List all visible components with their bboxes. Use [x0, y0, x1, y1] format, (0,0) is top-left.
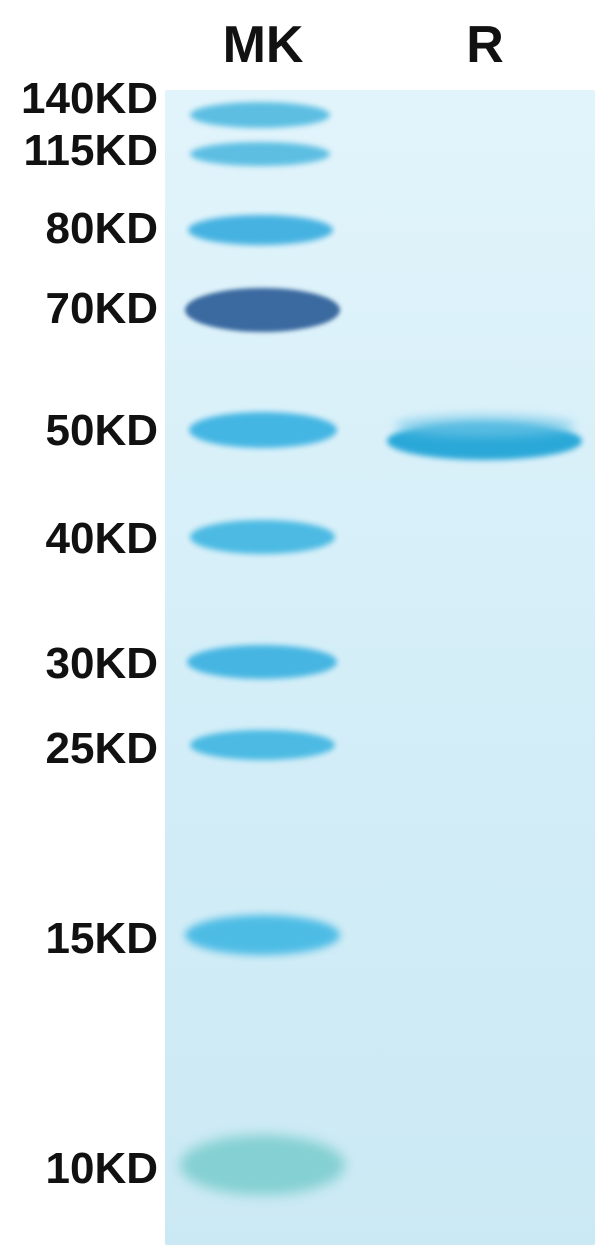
- lane-label-reduced: R: [425, 15, 545, 75]
- ladder-band: [190, 730, 335, 760]
- mw-label: 40KD: [46, 514, 159, 564]
- ladder-band: [180, 1135, 345, 1195]
- ladder-band: [190, 520, 335, 554]
- mw-label: 25KD: [46, 724, 159, 774]
- gel-image: [165, 90, 595, 1245]
- ladder-band: [187, 645, 337, 679]
- mw-label: 140KD: [21, 74, 158, 124]
- mw-label: 80KD: [46, 204, 159, 254]
- ladder-band: [189, 412, 337, 448]
- ladder-band: [190, 142, 330, 166]
- ladder-band: [185, 288, 340, 332]
- mw-label: 50KD: [46, 406, 159, 456]
- ladder-band: [185, 915, 340, 955]
- sample-band: [395, 415, 575, 437]
- mw-label: 70KD: [46, 284, 159, 334]
- mw-label: 10KD: [46, 1144, 159, 1194]
- mw-label: 30KD: [46, 639, 159, 689]
- mw-label: 15KD: [46, 914, 159, 964]
- ladder-band: [188, 215, 333, 245]
- lane-label-marker: MK: [203, 15, 323, 75]
- mw-label: 115KD: [23, 126, 158, 176]
- ladder-band: [190, 102, 330, 128]
